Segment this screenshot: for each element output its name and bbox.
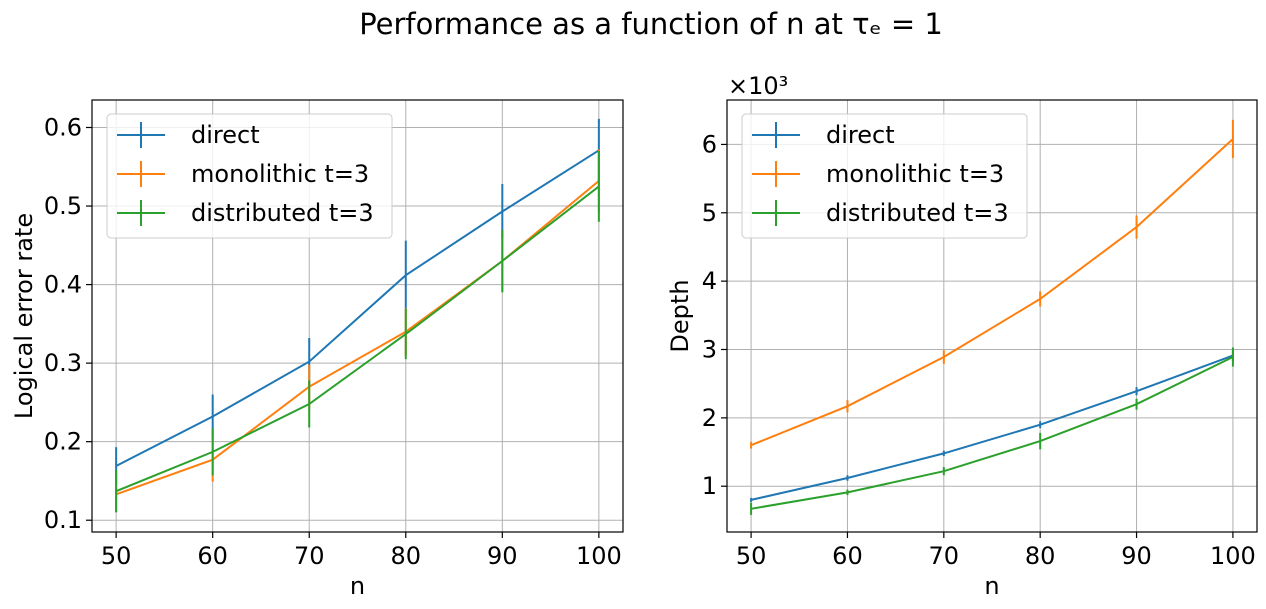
y-tick-label: 0.4	[44, 271, 82, 299]
y-tick-label: 4	[702, 267, 717, 295]
y-tick-label: 3	[702, 335, 717, 363]
x-tick-label: 80	[390, 542, 421, 570]
series-direct	[115, 118, 600, 485]
axes-frame	[726, 99, 1258, 533]
y-tick-label: 0.5	[44, 192, 82, 220]
legend-box	[741, 113, 1028, 239]
series-line	[750, 354, 1234, 501]
x-axis-label: n	[984, 572, 999, 600]
y-axis-label: Depth	[666, 279, 694, 352]
y-tick-label: 1	[702, 472, 717, 500]
legend: direct monolithic t=3 distributed t=3	[741, 113, 1028, 239]
legend-label: direct	[826, 121, 895, 149]
depth-plot: 50 60 70 80 90 100 1 2 3 4 5 6 n Depth ×10³ direct monol…	[666, 72, 1258, 600]
x-tick-label: 70	[294, 542, 325, 570]
y-tick-label: 0.3	[44, 349, 82, 377]
x-tick-label: 70	[929, 542, 960, 570]
y-tick-label: 0.6	[44, 113, 82, 141]
x-tick-label: 60	[832, 542, 863, 570]
x-tick-label: 90	[487, 542, 518, 570]
series-distributed-t-3	[750, 347, 1234, 515]
x-tick-label: 50	[101, 542, 132, 570]
series-distributed-t-3	[115, 151, 600, 513]
series-line	[115, 185, 600, 493]
x-axis-label: n	[350, 572, 365, 600]
legend-label: distributed t=3	[826, 199, 1009, 227]
y-tick-label: 0.2	[44, 428, 82, 456]
x-tick-label: 100	[576, 542, 622, 570]
y-tick-label: 6	[702, 130, 717, 158]
legend-label: distributed t=3	[191, 199, 374, 227]
x-tick-label: 60	[197, 542, 228, 570]
series-monolithic-t-3	[750, 119, 1234, 449]
x-tick-label: 100	[1210, 542, 1256, 570]
figure-title: Performance as a function of n at τₑ = 1	[359, 7, 943, 41]
legend: direct monolithic t=3 distributed t=3	[106, 113, 393, 239]
series-line	[115, 149, 600, 467]
y-tick-label: 5	[702, 199, 717, 227]
axes-frame	[91, 99, 624, 533]
x-tick-label: 80	[1025, 542, 1056, 570]
error-rate-plot: 50 60 70 80 90 100 0.1 0.2 0.3 0.4 0.5 0.6 n Logical …	[10, 99, 624, 600]
legend-label: monolithic t=3	[191, 160, 369, 188]
series-direct	[750, 350, 1234, 502]
legend-label: monolithic t=3	[826, 160, 1004, 188]
x-tick-label: 50	[736, 542, 767, 570]
y-tick-label: 2	[702, 404, 717, 432]
y-tick-label: 0.1	[44, 506, 82, 534]
y-offset-label: ×10³	[728, 72, 788, 100]
series-line	[750, 356, 1234, 510]
legend-label: direct	[191, 121, 260, 149]
series-line	[750, 138, 1234, 447]
y-axis-label: Logical error rate	[10, 213, 38, 419]
x-tick-label: 90	[1121, 542, 1152, 570]
legend-box	[106, 113, 393, 239]
